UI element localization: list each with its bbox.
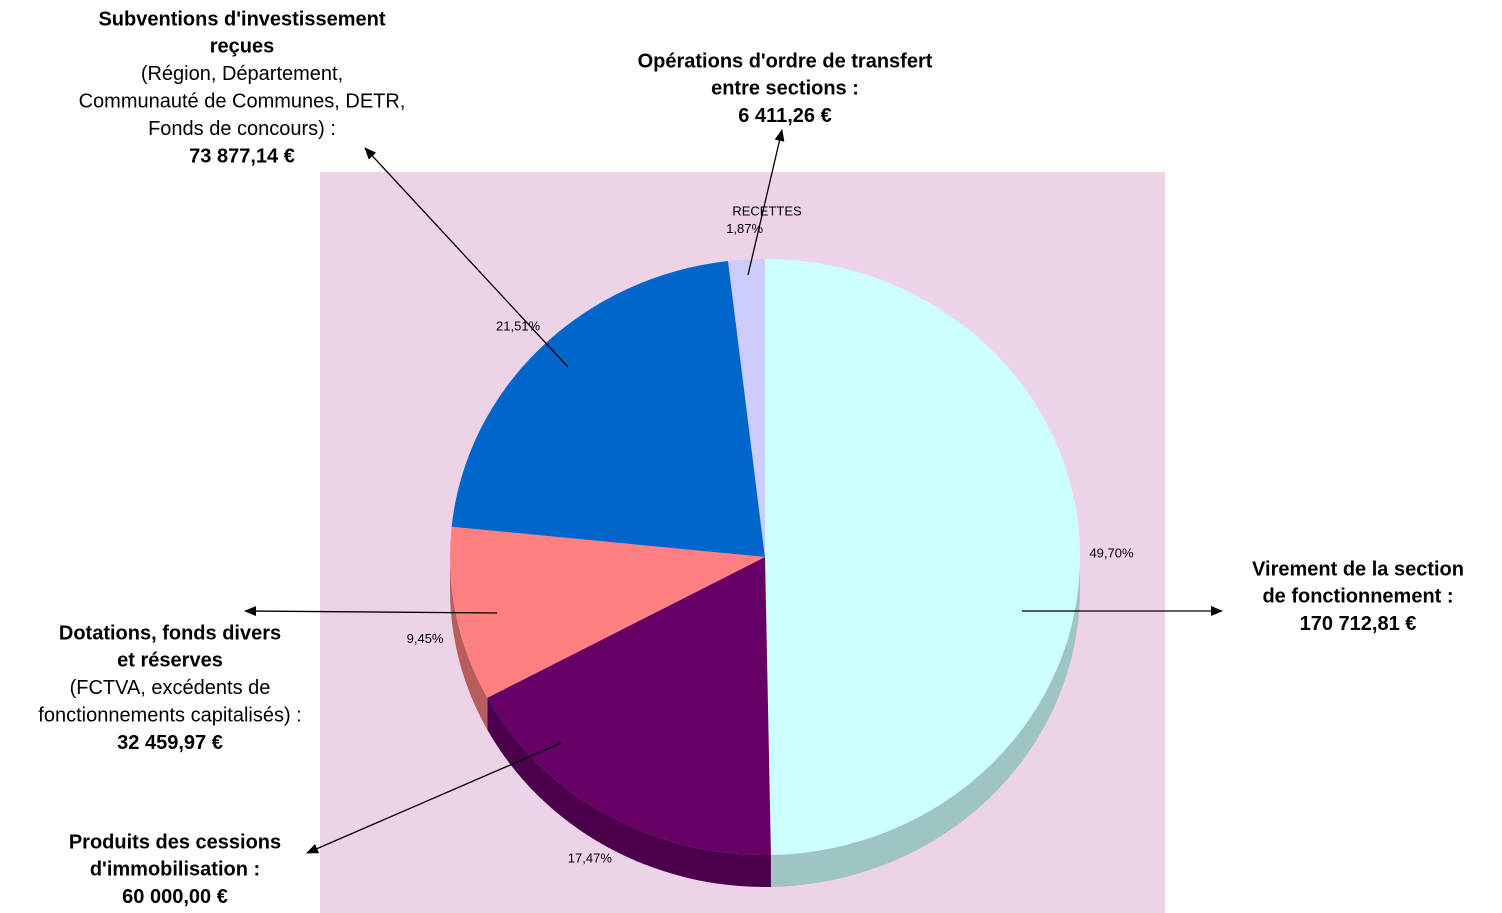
- value-label: 1,87%: [726, 221, 763, 236]
- value-label: 9,45%: [407, 631, 444, 646]
- callout-heading: Opérations d'ordre de transfert: [638, 50, 933, 72]
- slice-side: [770, 557, 1080, 887]
- callout-arrow: [306, 742, 562, 854]
- slice: [451, 261, 765, 557]
- callout-heading: reçues: [210, 36, 275, 58]
- callout-amount: 170 712,81 €: [1300, 613, 1417, 635]
- value-label: 49,70%: [1089, 545, 1134, 560]
- value-label: 17,47%: [568, 850, 613, 865]
- callout-heading: Dotations, fonds divers: [59, 622, 281, 644]
- slice-side: [450, 557, 488, 730]
- callout-heading: Virement de la section: [1252, 558, 1464, 580]
- callout-detail: Communauté de Communes, DETR,: [79, 90, 406, 112]
- callout-arrow: [244, 606, 498, 617]
- callout-arrow: [747, 129, 785, 276]
- callout-heading: Produits des cessions: [69, 831, 281, 853]
- callout-detail: Fonds de concours) :: [148, 118, 336, 140]
- slice-side: [487, 697, 771, 887]
- slice: [765, 259, 1081, 855]
- callout-detail: (FCTVA, excédents de: [70, 677, 271, 699]
- callout-detail: (Région, Département,: [141, 63, 343, 85]
- callout-heading: de fonctionnement :: [1262, 586, 1453, 608]
- value-label: 21,51%: [496, 318, 541, 333]
- callout-heading: et réserves: [117, 650, 223, 672]
- callout-amount: 60 000,00 €: [122, 886, 228, 908]
- callout-heading: d'immobilisation :: [90, 859, 260, 881]
- callout-amount: 73 877,14 €: [189, 145, 295, 167]
- slice: [487, 557, 771, 856]
- callout-detail: fonctionnements capitalisés) :: [38, 704, 301, 726]
- callout-amount: 6 411,26 €: [738, 105, 831, 127]
- callout-heading: Subventions d'investissement: [98, 8, 385, 30]
- slice: [450, 526, 765, 698]
- callout-heading: entre sections :: [711, 78, 859, 100]
- callout-arrow: [364, 147, 569, 368]
- slice: [728, 259, 765, 557]
- chart-title: RECETTES: [732, 203, 802, 218]
- callout-amount: 32 459,97 €: [117, 732, 223, 754]
